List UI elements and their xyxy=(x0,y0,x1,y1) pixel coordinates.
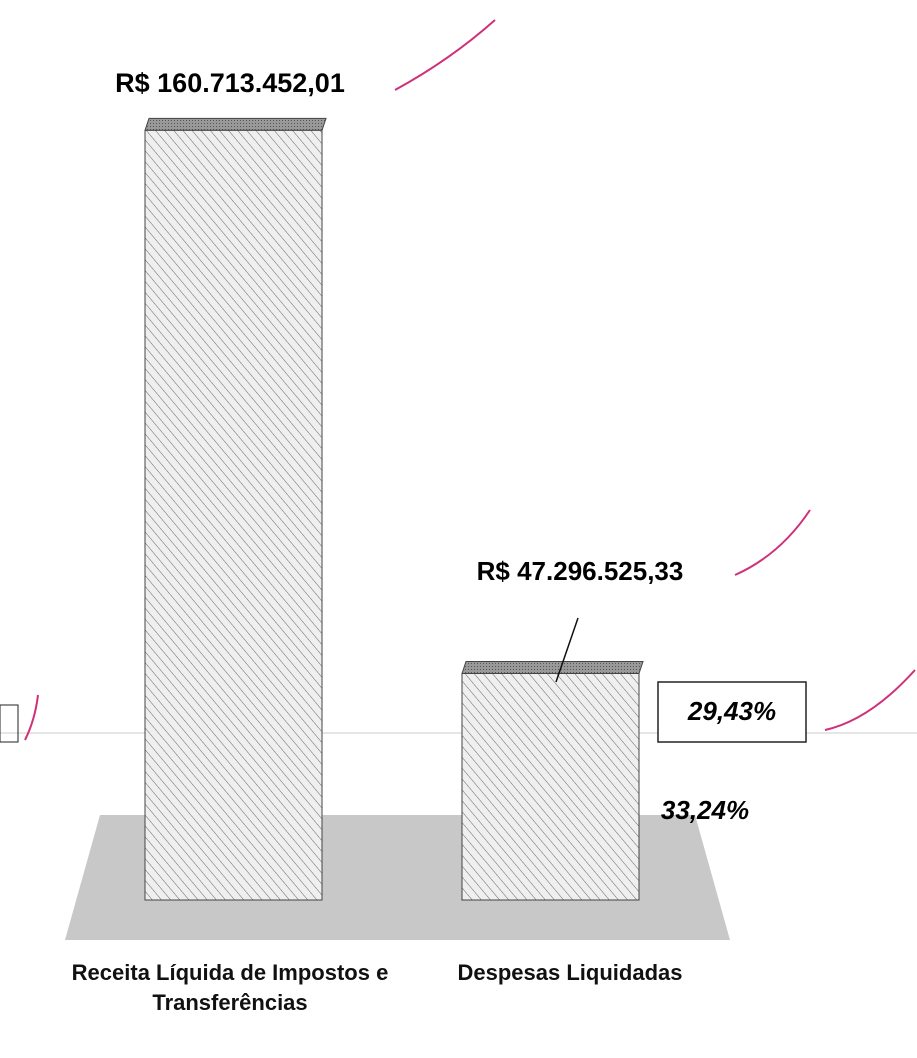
x-tick-label: Receita Líquida de Impostos e Transferên… xyxy=(71,960,389,1015)
value-label: R$ 160.713.452,01 xyxy=(115,68,345,98)
annotation-box xyxy=(657,681,807,743)
annotation: 29,43% xyxy=(687,696,776,726)
box xyxy=(0,704,19,743)
check-mark xyxy=(394,19,496,91)
bar-top xyxy=(144,117,327,131)
bar xyxy=(144,129,323,901)
check-mark xyxy=(824,669,916,731)
bar xyxy=(461,673,640,901)
check-mark xyxy=(24,694,39,741)
bar-top xyxy=(461,661,644,675)
annotation: 33,24% xyxy=(661,795,749,825)
value-label: R$ 47.296.525,33 xyxy=(477,556,684,586)
x-tick-label: Despesas Liquidadas xyxy=(457,960,683,985)
check-mark xyxy=(734,509,811,576)
leader-line xyxy=(555,617,579,683)
